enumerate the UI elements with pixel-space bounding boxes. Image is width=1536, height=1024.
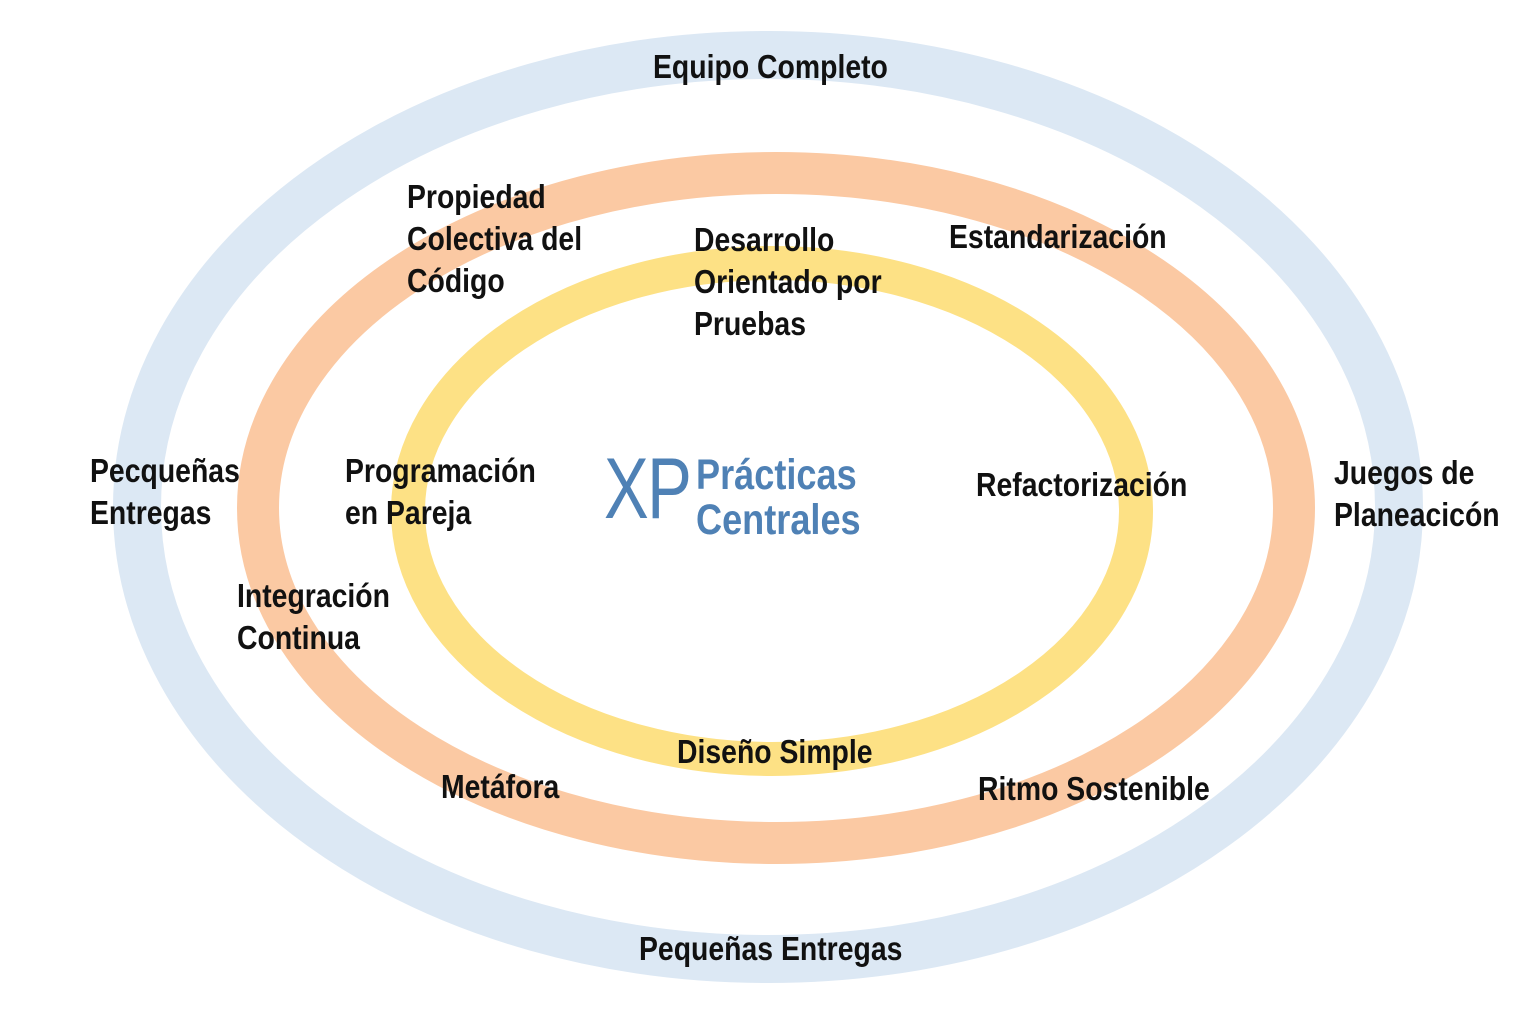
label-metafora: Metáfora [441,768,560,805]
label-propiedad-colectiva-line3: Código [407,262,505,299]
label-desarrollo-orientado: Desarrollo Orientado por Pruebas [694,219,882,345]
label-propiedad-colectiva-line2: Colectiva del [407,220,583,257]
middle-ring [237,152,1315,864]
label-desarrollo-orientado-line3: Pruebas [694,305,807,342]
label-integracion-continua: Integración Continua [237,575,390,659]
label-estandarizacion: Estandarización [949,218,1167,255]
center-title-line1: Prácticas [696,451,857,499]
label-juegos-planeacion-line1: Juegos de [1334,454,1475,491]
label-pecquenas-entregas-line1: Pecqueñas [90,452,240,489]
label-pequenas-entregas: Pequeñas Entregas [639,930,903,967]
label-juegos-planeacion: Juegos de Planeacicón [1334,452,1500,536]
label-pecquenas-entregas: Pecqueñas Entregas [90,450,240,534]
label-equipo-completo: Equipo Completo [653,48,888,85]
label-refactorizacion: Refactorización [976,466,1188,503]
label-programacion-pareja: Programación en Pareja [345,450,536,534]
label-diseno-simple: Diseño Simple [677,733,873,770]
center-title: Prácticas Centrales [696,453,861,543]
label-propiedad-colectiva: Propiedad Colectiva del Código [407,176,582,302]
label-pecquenas-entregas-line2: Entregas [90,494,212,531]
label-ritmo-sostenible: Ritmo Sostenible [978,770,1210,807]
label-desarrollo-orientado-line1: Desarrollo [694,221,835,258]
label-programacion-pareja-line2: en Pareja [345,494,472,531]
label-programacion-pareja-line1: Programación [345,452,536,489]
label-juegos-planeacion-line2: Planeacicón [1334,496,1500,533]
label-integracion-continua-line1: Integración [237,577,390,614]
label-propiedad-colectiva-line1: Propiedad [407,178,546,215]
outer-ring [113,31,1423,983]
label-desarrollo-orientado-line2: Orientado por [694,263,882,300]
center-title-line2: Centrales [696,496,861,544]
xp-logo-text: XP [604,441,692,537]
label-integracion-continua-line2: Continua [237,619,360,656]
inner-ring [391,246,1153,776]
